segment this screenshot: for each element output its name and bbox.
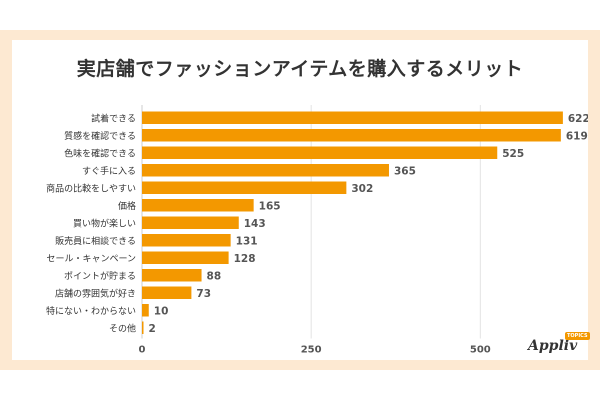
bar-2 xyxy=(142,129,561,142)
topics-badge: TOPICS xyxy=(565,332,590,340)
bar-13 xyxy=(142,321,144,334)
value-label: 128 xyxy=(234,253,256,265)
category-label: 試着できる xyxy=(91,112,136,124)
category-label: 買い物が楽しい xyxy=(73,217,136,229)
bar-9 xyxy=(142,251,229,264)
value-label: 88 xyxy=(207,270,222,282)
value-label: 143 xyxy=(244,218,266,230)
category-label: 色味を確認できる xyxy=(64,147,136,159)
category-label: 販売員に相談できる xyxy=(55,235,136,247)
value-label: 619 xyxy=(566,130,588,142)
category-label: すぐ手に入る xyxy=(82,165,136,177)
bar-1 xyxy=(142,111,563,124)
x-tick-label: 500 xyxy=(470,345,491,356)
bar-10 xyxy=(142,269,202,282)
value-label: 131 xyxy=(236,235,258,247)
value-label: 525 xyxy=(502,148,524,160)
bar-11 xyxy=(142,286,192,299)
value-label: 622 xyxy=(568,113,588,125)
chart-card: 実店舗でファッションアイテムを購入するメリット 0 250 500 試着できる 622 質… xyxy=(12,40,590,360)
bar-chart: 0 250 500 試着できる 622 質感を確認できる 619 色味を確認できる 525 すぐ手… xyxy=(46,105,588,356)
bar-6 xyxy=(142,199,254,212)
x-tick-label: 250 xyxy=(301,345,322,356)
bar-7 xyxy=(142,216,239,229)
value-label: 165 xyxy=(259,200,281,212)
value-label: 73 xyxy=(196,288,211,300)
category-label: 店舗の雰囲気が好き xyxy=(55,287,136,299)
value-label: 2 xyxy=(149,323,156,335)
bar-8 xyxy=(142,234,231,247)
value-label: 365 xyxy=(394,165,416,177)
appliv-logo: Appliv xyxy=(528,338,578,354)
value-label: 302 xyxy=(351,183,373,195)
category-label: 質感を確認できる xyxy=(64,130,136,142)
bar-3 xyxy=(142,146,498,159)
chart-frame: 実店舗でファッションアイテムを購入するメリット 0 250 500 試着できる 622 質… xyxy=(0,30,600,370)
x-tick-label: 0 xyxy=(139,345,146,356)
bar-4 xyxy=(142,164,389,177)
category-label: セール・キャンペーン xyxy=(46,253,136,264)
bar-12 xyxy=(142,304,149,317)
category-label: 商品の比較をしやすい xyxy=(46,182,136,194)
category-label: 特にない・わからない xyxy=(46,305,136,317)
value-label: 10 xyxy=(154,305,169,317)
category-label: ポイントが貯まる xyxy=(64,270,136,282)
category-label: 価格 xyxy=(118,200,136,212)
bar-5 xyxy=(142,181,347,194)
chart-title: 実店舗でファッションアイテムを購入するメリット xyxy=(76,58,524,80)
category-label: その他 xyxy=(109,322,136,334)
